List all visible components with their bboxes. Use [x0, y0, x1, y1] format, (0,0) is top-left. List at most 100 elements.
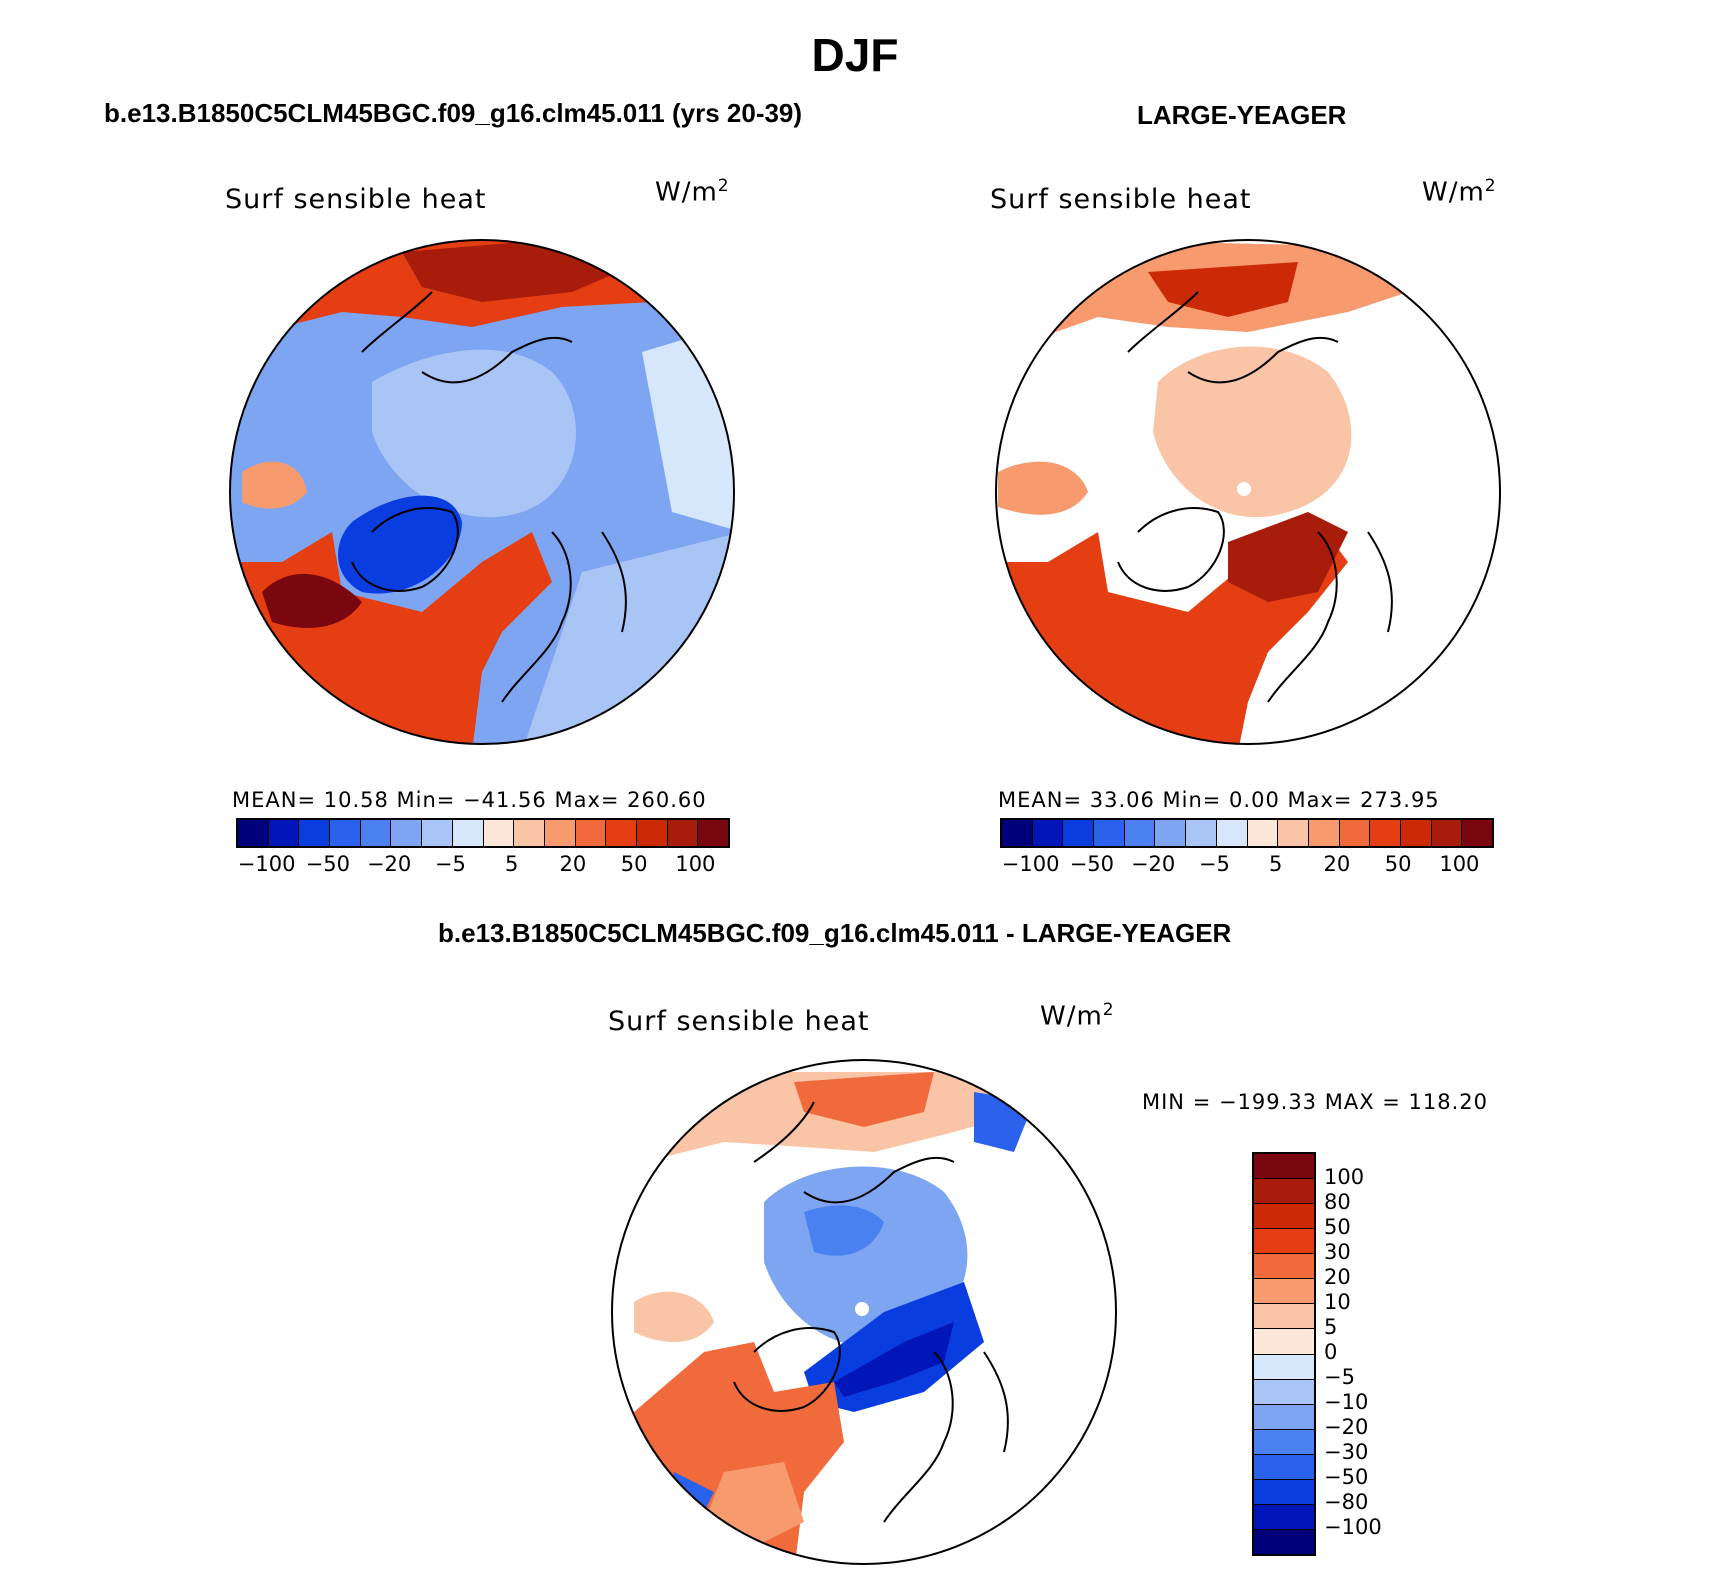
diff-units-exp: 2	[1102, 1000, 1115, 1020]
left-colorbar-tick-label: −20	[366, 852, 412, 876]
diff-polar-map	[611, 1059, 1117, 1565]
right-units-exp: 2	[1484, 176, 1497, 196]
right-colorbar-swatch	[1155, 820, 1187, 846]
left-colorbar-tick-label: −100	[237, 852, 296, 876]
diff-units-base: W/m	[1040, 1001, 1103, 1032]
diff-units: W/m2	[1040, 1000, 1115, 1032]
diff-run-title: b.e13.B1850C5CLM45BGC.f09_g16.clm45.011 …	[438, 918, 1232, 948]
right-colorbar-swatch	[1094, 820, 1125, 846]
diff-colorbar-tick-label: 100	[1324, 1165, 1365, 1189]
right-colorbar-swatch	[1308, 820, 1340, 846]
right-colorbar-tick-label: 5	[1268, 852, 1283, 876]
right-colorbar	[1000, 818, 1494, 848]
left-colorbar-tick-label: 5	[504, 852, 519, 876]
diff-colorbar-tick-label: −80	[1324, 1490, 1369, 1514]
diff-colorbar-tick-label: −30	[1324, 1440, 1369, 1464]
diff-minmax: MIN = −199.33 MAX = 118.20	[1142, 1090, 1489, 1114]
right-colorbar-tick-label: −100	[1001, 852, 1060, 876]
diff-colorbar-swatch	[1254, 1529, 1314, 1554]
diff-colorbar-swatch	[1254, 1279, 1314, 1305]
left-colorbar-tick-label: −5	[434, 852, 466, 876]
diff-colorbar-tick-label: 0	[1324, 1340, 1338, 1364]
right-colorbar-swatch	[1063, 820, 1095, 846]
diff-colorbar-tick-label: −5	[1324, 1365, 1355, 1389]
left-colorbar-swatch	[422, 820, 453, 846]
right-colorbar-swatch	[1032, 820, 1064, 846]
right-polar-map	[995, 239, 1501, 745]
right-colorbar-tick-label: −50	[1069, 852, 1115, 876]
right-colorbar-tick-label: 50	[1384, 852, 1412, 876]
right-colorbar-tick-label: 100	[1439, 852, 1480, 876]
diff-field-barents-core	[834, 1322, 954, 1397]
diff-colorbar-tick-label: 30	[1324, 1240, 1351, 1264]
diff-colorbar-swatch	[1254, 1179, 1314, 1205]
diff-field-arctic-cold	[804, 1205, 884, 1256]
right-colorbar-swatch	[1278, 820, 1309, 846]
left-colorbar-swatch	[575, 820, 607, 846]
right-colorbar-swatch	[1339, 820, 1371, 846]
diff-colorbar-tick-label: −10	[1324, 1390, 1369, 1414]
diff-colorbar-swatch	[1254, 1429, 1314, 1455]
left-polar-map	[229, 239, 735, 745]
diff-colorbar-swatch	[1254, 1304, 1314, 1330]
left-colorbar-swatch	[452, 820, 484, 846]
left-colorbar-swatch	[299, 820, 331, 846]
right-colorbar-swatch	[1400, 820, 1432, 846]
diff-colorbar-swatch	[1254, 1504, 1314, 1530]
right-map-border	[995, 239, 1501, 745]
diff-colorbar-tick-label: −20	[1324, 1415, 1369, 1439]
left-colorbar-swatch	[606, 820, 637, 846]
left-colorbar-tick-label: 50	[620, 852, 648, 876]
right-field-labrador	[998, 461, 1088, 515]
diff-colorbar	[1252, 1152, 1316, 1556]
diff-colorbar-tick-label: 80	[1324, 1190, 1351, 1214]
right-colorbar-swatch	[1247, 820, 1279, 846]
right-field-arctic	[1153, 346, 1352, 518]
diff-colorbar-swatch	[1254, 1204, 1314, 1230]
left-colorbar-swatch	[698, 820, 728, 846]
main-title: DJF	[811, 29, 899, 81]
diff-colorbar-swatch	[1254, 1479, 1314, 1505]
left-colorbar-swatch	[483, 820, 515, 846]
diff-field-labrador	[634, 1291, 714, 1342]
right-colorbar-swatch	[1002, 820, 1033, 846]
left-units-exp: 2	[717, 176, 730, 196]
right-colorbar-swatch	[1186, 820, 1217, 846]
right-field-atlantic-core	[1228, 512, 1348, 602]
diff-field-pacific-warm	[794, 1072, 934, 1127]
right-coastlines	[1117, 291, 1393, 703]
diff-colorbar-tick-label: 20	[1324, 1265, 1351, 1289]
left-colorbar-swatch	[514, 820, 545, 846]
left-field-greenland	[338, 495, 462, 594]
right-colorbar-swatch	[1124, 820, 1156, 846]
left-colorbar	[236, 818, 730, 848]
left-colorbar-swatch	[544, 820, 576, 846]
left-run-title: b.e13.B1850C5CLM45BGC.f09_g16.clm45.011 …	[104, 98, 803, 128]
left-colorbar-swatch	[636, 820, 668, 846]
diff-colorbar-swatch	[1254, 1254, 1314, 1280]
left-colorbar-tick-label: −50	[305, 852, 351, 876]
left-coastlines	[351, 291, 627, 703]
diff-coastlines	[733, 1101, 1009, 1523]
left-units-base: W/m	[655, 177, 718, 208]
left-colorbar-swatch	[667, 820, 699, 846]
diff-colorbar-swatch	[1254, 1404, 1314, 1430]
right-colorbar-tick-label: −5	[1198, 852, 1230, 876]
diff-colorbar-swatch	[1254, 1329, 1314, 1355]
right-colorbar-tick-label: −20	[1130, 852, 1176, 876]
left-colorbar-tick-label: 20	[559, 852, 587, 876]
right-colorbar-swatch	[1431, 820, 1463, 846]
right-units-base: W/m	[1422, 177, 1485, 208]
left-field-gulfstream	[262, 573, 362, 628]
right-stats: MEAN= 33.06 Min= 0.00 Max= 273.95	[998, 788, 1440, 812]
left-units: W/m2	[655, 176, 730, 208]
diff-colorbar-swatch	[1254, 1379, 1314, 1405]
left-stats: MEAN= 10.58 Min= −41.56 Max= 260.60	[232, 788, 707, 812]
right-plot-title: Surf sensible heat	[990, 184, 1252, 215]
diff-colorbar-tick-label: 5	[1324, 1315, 1338, 1339]
left-colorbar-swatch	[391, 820, 423, 846]
diff-colorbar-swatch	[1254, 1154, 1314, 1180]
diff-colorbar-swatch	[1254, 1229, 1314, 1255]
right-units: W/m2	[1422, 176, 1497, 208]
diff-colorbar-swatch	[1254, 1354, 1314, 1380]
